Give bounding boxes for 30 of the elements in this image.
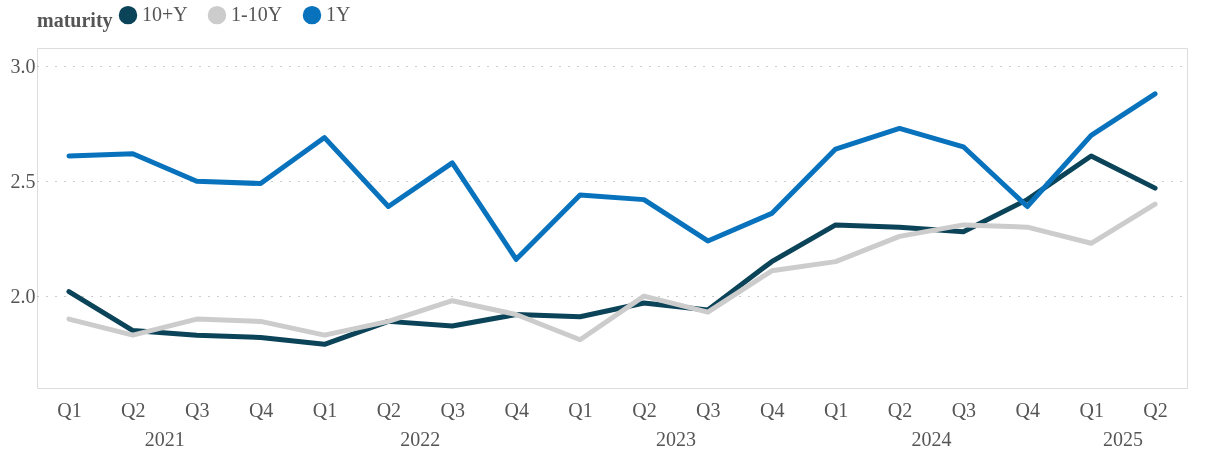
x-tick-label: Q4 <box>760 398 785 421</box>
x-tick-label: Q3 <box>951 398 977 421</box>
x-tick-label: Q1 <box>1079 398 1104 421</box>
y-tick-label: 3.0 <box>10 54 36 77</box>
x-tick-label: Q3 <box>185 398 210 421</box>
x-tick-label: Q1 <box>568 398 593 421</box>
x-tick-label: Q4 <box>1015 398 1040 421</box>
text: 2023 <box>655 428 696 450</box>
legend-label: 1Y <box>326 3 351 26</box>
legend-label: 1-10Y <box>231 3 283 26</box>
x-tick-label: Q2 <box>632 398 657 421</box>
x-tick-label: Q3 <box>696 398 721 421</box>
y-tick-label: 2.5 <box>10 169 36 192</box>
x-tick-label: Q1 <box>823 398 849 421</box>
x-tick-label: Q3 <box>440 398 465 421</box>
x-tick-label: Q2 <box>887 398 913 421</box>
x-tick-label: Q2 <box>1143 398 1168 421</box>
y-tick-label: 2.0 <box>10 284 36 307</box>
x-tick-label: Q2 <box>121 398 146 421</box>
legend-label: 10+Y <box>142 3 188 26</box>
text: 2022 <box>400 428 441 450</box>
text: 2024 <box>911 428 952 450</box>
x-tick-label: Q2 <box>376 398 402 421</box>
x-tick-label: Q1 <box>57 398 82 421</box>
text: 2025 <box>1103 428 1144 450</box>
x-tick-label: Q4 <box>504 398 529 421</box>
x-tick-label: Q1 <box>312 398 338 421</box>
x-tick-label: Q4 <box>248 398 274 421</box>
legend-title: maturity <box>37 9 113 32</box>
text: 2021 <box>144 428 185 450</box>
